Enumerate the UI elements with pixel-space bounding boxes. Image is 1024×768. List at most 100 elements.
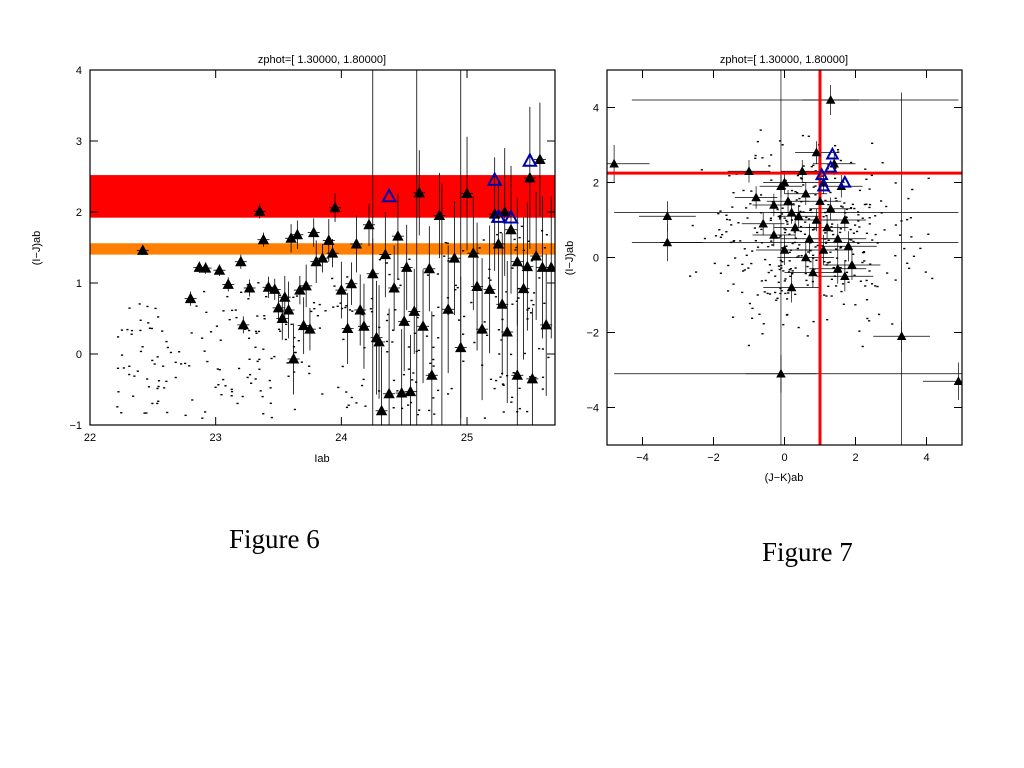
scatter-dot bbox=[222, 378, 225, 381]
scatter-dot bbox=[387, 313, 390, 316]
scatter-dot bbox=[767, 271, 770, 274]
scatter-dot bbox=[157, 316, 160, 318]
scatter-dot bbox=[845, 216, 848, 218]
scatter-dot bbox=[120, 354, 124, 356]
scatter-dot bbox=[511, 396, 514, 399]
scatter-dot bbox=[839, 228, 842, 230]
data-point bbox=[257, 233, 270, 245]
scatter-dot bbox=[829, 251, 832, 253]
scatter-dot bbox=[510, 401, 513, 403]
y-tick-label: 2 bbox=[593, 178, 599, 190]
scatter-dot bbox=[174, 361, 177, 364]
scatter-dot bbox=[401, 407, 404, 410]
scatter-dot bbox=[169, 351, 173, 354]
scatter-dot bbox=[214, 386, 217, 389]
scatter-dot bbox=[834, 197, 837, 200]
scatter-dot bbox=[240, 291, 243, 294]
scatter-dot bbox=[157, 380, 161, 382]
scatter-dot bbox=[791, 270, 794, 272]
scatter-dot bbox=[797, 255, 800, 257]
scatter-dot bbox=[285, 323, 288, 326]
scatter-dot bbox=[743, 248, 746, 250]
scatter-dot bbox=[756, 294, 759, 296]
scatter-dot bbox=[263, 318, 266, 320]
scatter-dot bbox=[823, 294, 826, 296]
scatter-dot bbox=[138, 303, 141, 305]
scatter-dot bbox=[864, 168, 867, 170]
scatter-dot bbox=[396, 390, 399, 392]
scatter-dot bbox=[407, 368, 410, 370]
chart-figure-7: −4 −2 0 2 4 −4 −2 0 2 4 zphot=[ 1.30000, 1.80000]… bbox=[564, 54, 963, 484]
scatter-dot bbox=[802, 211, 805, 213]
scatter-dot bbox=[756, 140, 759, 143]
errorbar-layer bbox=[607, 70, 962, 445]
scatter-dot bbox=[532, 303, 535, 306]
data-point bbox=[769, 230, 779, 239]
scatter-dot bbox=[342, 338, 345, 341]
scatter-dot bbox=[869, 263, 872, 265]
scatter-dot bbox=[116, 406, 119, 408]
scatter-dot bbox=[859, 280, 862, 282]
scatter-dot bbox=[779, 214, 782, 217]
scatter-dot bbox=[485, 334, 489, 337]
scatter-dot bbox=[824, 232, 827, 234]
scatter-dot bbox=[725, 231, 728, 233]
chart-title: zphot=[ 1.30000, 1.80000] bbox=[258, 54, 386, 66]
scatter-dot bbox=[786, 298, 789, 300]
scatter-dot bbox=[853, 207, 856, 210]
y-axis-label: (I−J)ab bbox=[564, 241, 576, 276]
scatter-dot bbox=[117, 391, 120, 393]
scatter-dot bbox=[277, 328, 281, 330]
data-point bbox=[398, 315, 410, 326]
scatter-dot bbox=[807, 218, 811, 220]
scatter-dot bbox=[828, 261, 831, 263]
scatter-dot bbox=[408, 258, 411, 261]
scatter-dot bbox=[345, 305, 348, 307]
data-point bbox=[801, 188, 811, 198]
scatter-dot bbox=[200, 337, 204, 339]
scatter-dot bbox=[797, 326, 800, 329]
scatter-dot bbox=[813, 228, 816, 230]
scatter-dot bbox=[218, 368, 221, 371]
scatter-dot bbox=[402, 373, 406, 376]
data-point bbox=[358, 320, 370, 331]
scatter-dot bbox=[865, 178, 868, 180]
scatter-dot bbox=[798, 205, 801, 207]
scatter-dot bbox=[845, 271, 849, 274]
scatter-dot bbox=[483, 321, 486, 323]
figure-6-caption: Figure 6 bbox=[229, 524, 320, 554]
scatter-dot bbox=[777, 265, 781, 267]
data-point bbox=[367, 267, 379, 279]
data-point bbox=[476, 323, 488, 334]
point-layer bbox=[609, 95, 962, 385]
scatter-dot bbox=[801, 134, 805, 137]
scatter-dot bbox=[778, 268, 781, 271]
data-point bbox=[843, 241, 854, 250]
data-point bbox=[308, 226, 320, 238]
scatter-dot bbox=[877, 313, 881, 316]
scatter-dot bbox=[861, 261, 864, 264]
highlight-point bbox=[381, 187, 397, 203]
scatter-dot bbox=[345, 406, 349, 409]
data-point bbox=[433, 209, 446, 221]
scatter-dot bbox=[727, 264, 730, 267]
scatter-dot bbox=[509, 353, 513, 356]
scatter-dot bbox=[835, 257, 839, 259]
scatter-dot bbox=[270, 416, 273, 419]
scatter-dot bbox=[857, 211, 860, 213]
highlight-point bbox=[825, 146, 840, 160]
data-point bbox=[408, 305, 420, 316]
data-point bbox=[235, 255, 247, 267]
scatter-dot bbox=[293, 351, 296, 354]
scatter-dot bbox=[136, 370, 139, 372]
scatter-dot bbox=[840, 205, 843, 207]
y-tick-label: 1 bbox=[76, 278, 82, 290]
scatter-dot bbox=[391, 329, 395, 331]
scatter-dot bbox=[517, 297, 520, 299]
data-point bbox=[662, 237, 673, 247]
color-band bbox=[90, 175, 555, 218]
scatter-dot bbox=[850, 161, 853, 164]
scatter-dot bbox=[482, 239, 485, 241]
scatter-dot bbox=[849, 228, 852, 231]
scatter-dot bbox=[287, 375, 290, 377]
